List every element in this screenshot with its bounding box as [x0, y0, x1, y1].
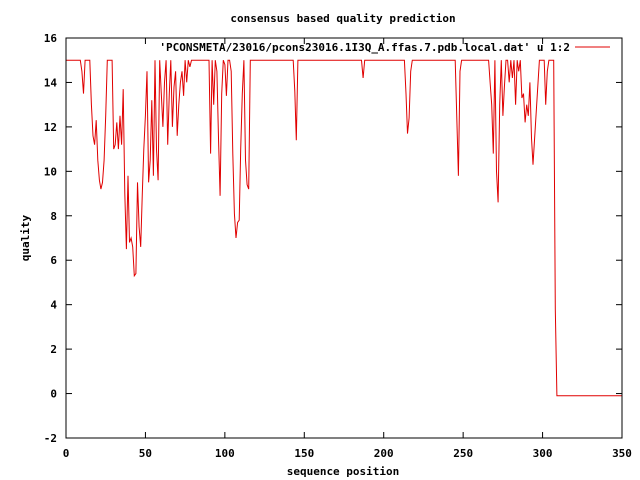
- plot-frame: [65, 37, 623, 439]
- x-tick-label: 350: [612, 447, 632, 460]
- y-tick-label: 0: [50, 388, 57, 401]
- y-tick-label: 14: [44, 76, 58, 89]
- y-tick-label: 12: [44, 121, 57, 134]
- x-tick-label: 150: [294, 447, 314, 460]
- y-tick-label: 8: [50, 210, 57, 223]
- y-tick-label: 2: [50, 343, 57, 356]
- y-tick-label: 10: [44, 165, 57, 178]
- x-tick-label: 300: [533, 447, 553, 460]
- y-axis-label: quality: [19, 214, 32, 261]
- y-tick-label: -2: [44, 432, 57, 445]
- y-tick-label: 16: [44, 32, 58, 45]
- legend: 'PCONSMETA/23016/pcons23016.1I3Q_A.ffas.…: [159, 41, 610, 54]
- x-tick-label: 50: [139, 447, 152, 460]
- x-axis-label: sequence position: [287, 465, 400, 478]
- x-tick-label: 0: [63, 447, 70, 460]
- series-layer: [66, 59, 622, 397]
- x-tick-label: 100: [215, 447, 235, 460]
- legend-label: 'PCONSMETA/23016/pcons23016.1I3Q_A.ffas.…: [159, 41, 570, 54]
- x-tick-label: 250: [453, 447, 473, 460]
- chart-title: consensus based quality prediction: [230, 12, 455, 25]
- ticks-layer: 0 50 100 150 200 250 300 350 -2 0 2 4 6 8 10 12 14 16: [44, 32, 632, 460]
- y-tick-label: 6: [50, 254, 57, 267]
- series-line-0: [66, 59, 622, 397]
- x-tick-label: 200: [374, 447, 394, 460]
- y-tick-label: 4: [50, 299, 57, 312]
